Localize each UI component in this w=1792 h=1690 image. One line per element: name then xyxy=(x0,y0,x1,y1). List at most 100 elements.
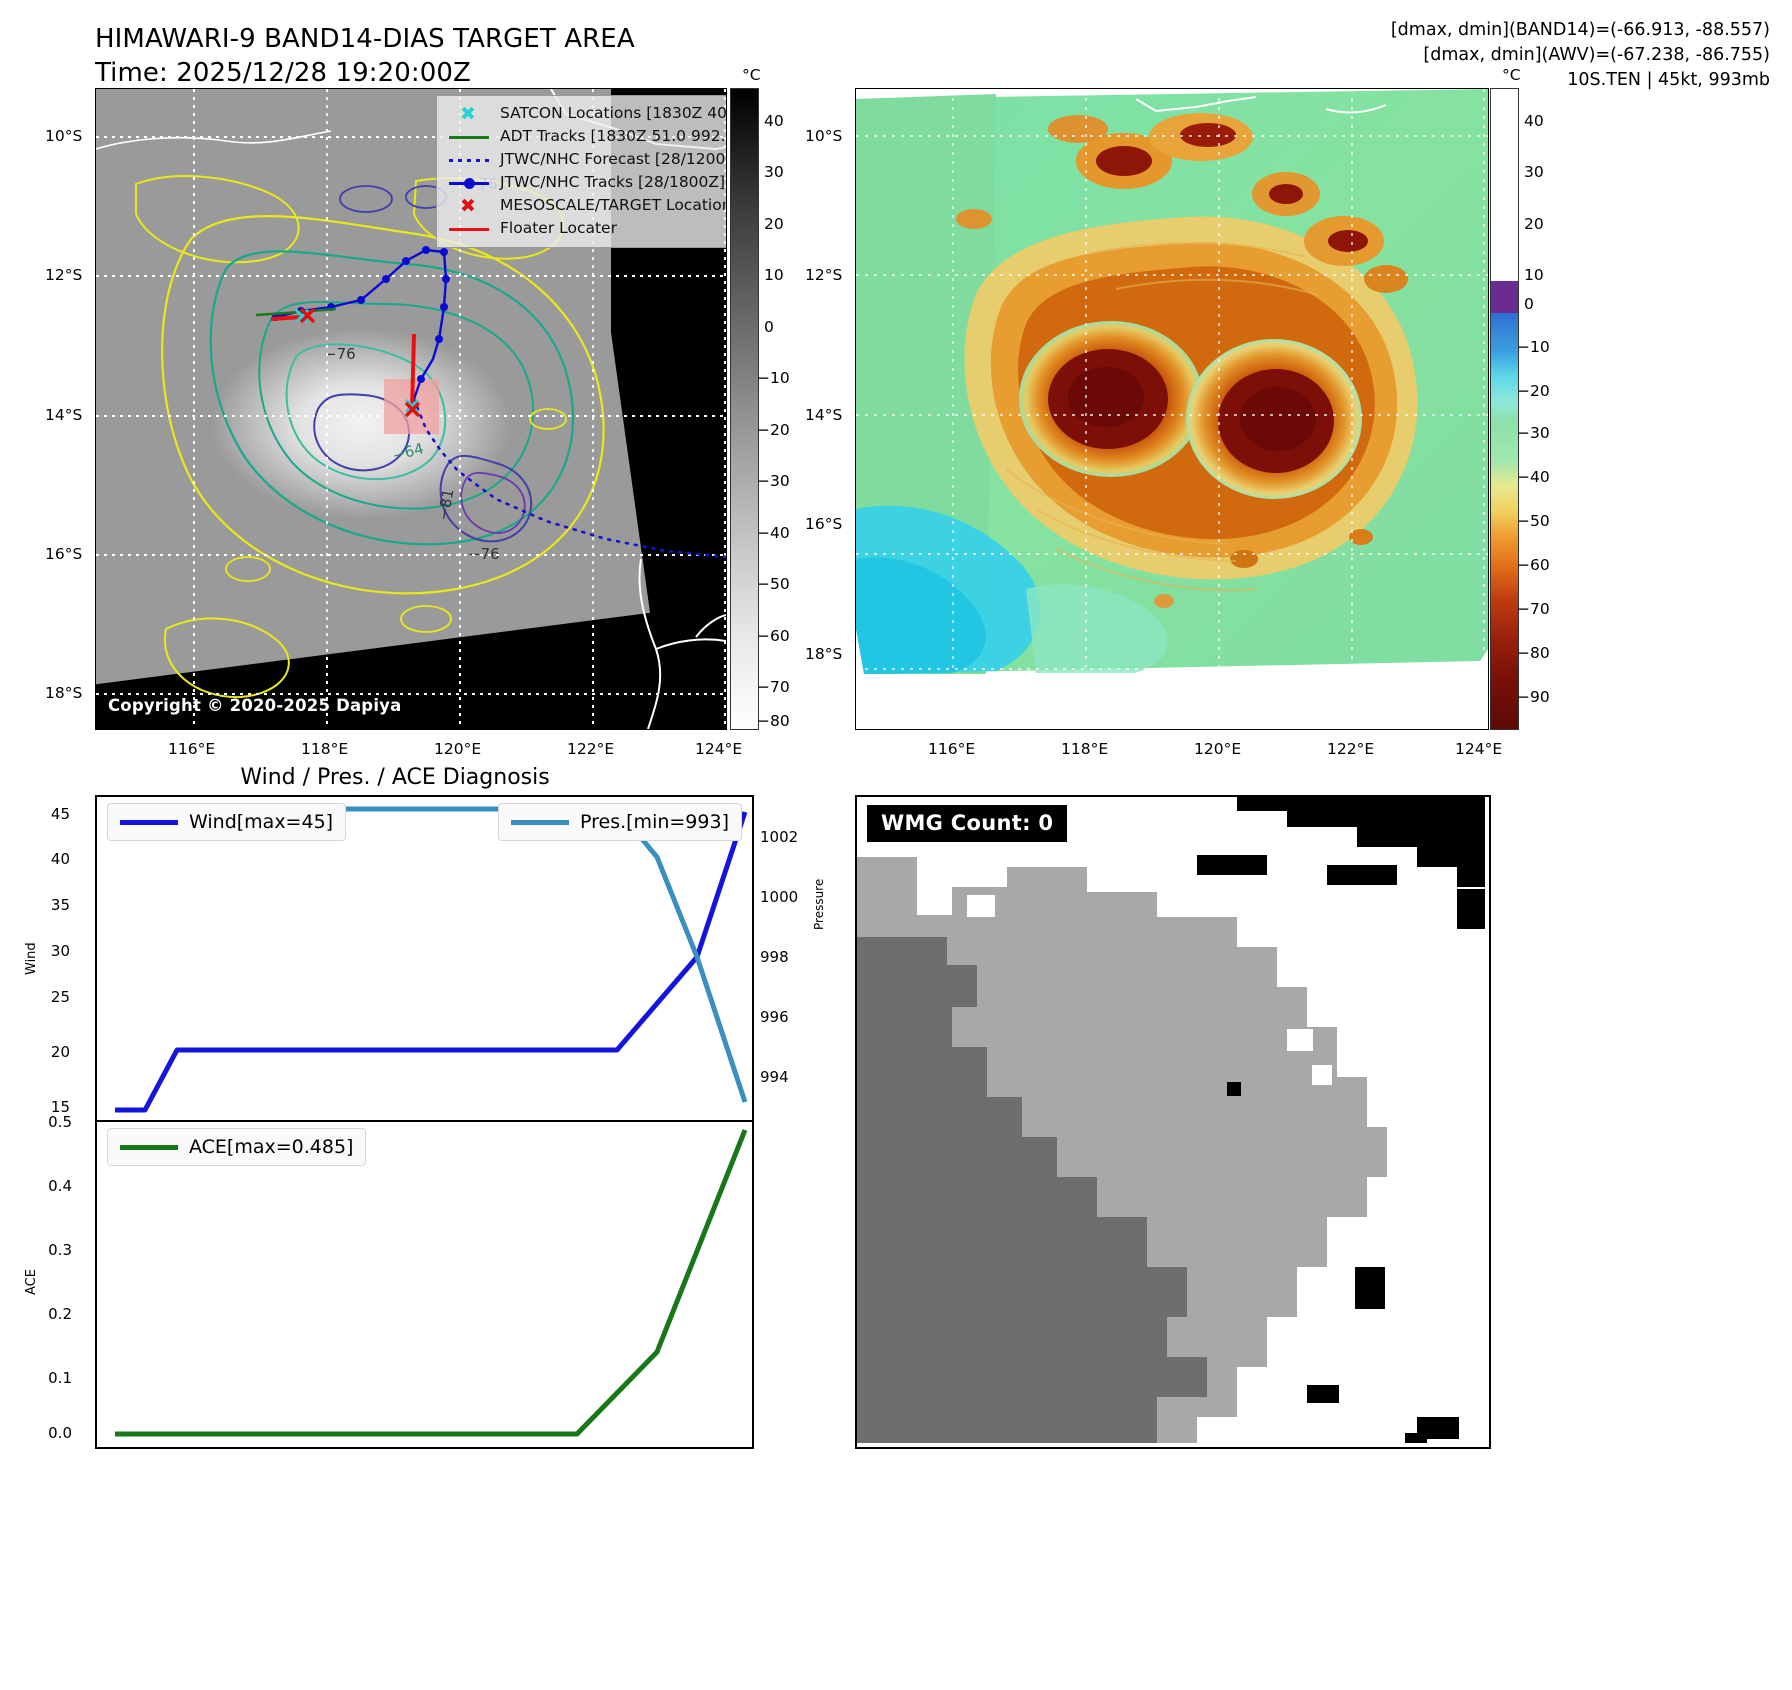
pressure-ytick: 994 xyxy=(760,1068,789,1086)
awv-cbar-tick: −20 xyxy=(1517,382,1550,400)
legend-label: ADT Tracks [1830Z 51.0 992.7] xyxy=(500,126,727,145)
awv-cbar-tick: −30 xyxy=(1517,424,1550,442)
ir-gridline-lon xyxy=(459,89,461,729)
pressure-axis-label: Pressure xyxy=(812,878,826,930)
legend-label: MESOSCALE/TARGET Location xyxy=(500,195,727,214)
svg-text:−76: −76 xyxy=(324,345,356,363)
dotted-line-icon xyxy=(446,150,492,170)
legend-row-adt: ADT Tracks [1830Z 51.0 992.7] xyxy=(446,125,727,148)
ir-gridline-lat xyxy=(96,554,726,556)
awv-cbar-tick: 30 xyxy=(1524,163,1544,181)
ir-xlabel-120e: 120°E xyxy=(434,740,482,758)
stat-awv: [dmax, dmin](AWV)=(-67.238, -86.755) xyxy=(1423,44,1770,65)
ir-colorbar-unit: °C xyxy=(742,66,761,84)
ace-legend[interactable]: ACE[max=0.485] xyxy=(107,1128,367,1166)
legend-label: SATCON Locations [1830Z 40 997] xyxy=(500,103,727,122)
wmg-count-badge: WMG Count: 0 xyxy=(867,805,1068,842)
ir-cbar-tick: −50 xyxy=(757,575,790,593)
storm-info: 10S.TEN | 45kt, 993mb xyxy=(1567,69,1770,90)
ir-gridline-lon xyxy=(724,89,726,729)
ir-cbar-tick: −80 xyxy=(757,712,790,730)
awv-cbar-tick: −90 xyxy=(1517,688,1550,706)
ir-cbar-tick: −20 xyxy=(757,421,790,439)
awv-cbar-tick: −80 xyxy=(1517,644,1550,662)
stat-band14: [dmax, dmin](BAND14)=(-66.913, -88.557) xyxy=(1390,20,1770,40)
wind-axis-label: Wind xyxy=(24,942,39,975)
ir-gridline-lon xyxy=(326,89,328,729)
ace-line-icon xyxy=(120,1144,178,1150)
awv-cbar-tick: 10 xyxy=(1524,266,1544,284)
legend-row-tracks: JTWC/NHC Tracks [28/1800Z] xyxy=(446,171,726,194)
awv-cbar-tick: −50 xyxy=(1517,512,1550,530)
ir-ylabel-12s: 12°S xyxy=(45,266,83,284)
awv-xlabel-122e: 122°E xyxy=(1327,740,1375,758)
line-icon xyxy=(446,127,492,147)
storm-track-overlay xyxy=(255,246,726,559)
wind-pressure-chart[interactable]: Wind[max=45] Pres.[min=993] xyxy=(95,795,754,1124)
wind-ytick: 45 xyxy=(50,805,70,823)
awv-xlabel-116e: 116°E xyxy=(928,740,976,758)
wind-ytick: 35 xyxy=(50,896,70,914)
wind-ytick: 40 xyxy=(50,850,70,868)
line-icon xyxy=(446,219,492,239)
wmg-map[interactable]: WMG Count: 0 xyxy=(855,795,1491,1449)
ir-xlabel-118e: 118°E xyxy=(301,740,349,758)
awv-cbar-tick: 40 xyxy=(1524,112,1544,130)
product-title: HIMAWARI-9 BAND14-DIAS TARGET AREA xyxy=(95,24,635,54)
ir-ylabel-18s: 18°S xyxy=(45,684,83,702)
observation-time: Time: 2025/12/28 19:20:00Z xyxy=(95,58,471,89)
ir-satellite-image[interactable]: −76 −76 −81 −64 −76 xyxy=(95,88,727,730)
ace-ytick: 0.2 xyxy=(48,1305,72,1323)
x-marker-icon: ✖ xyxy=(460,102,476,125)
wind-ytick: 30 xyxy=(50,942,70,960)
pressure-ytick: 1000 xyxy=(760,888,799,906)
wind-pressure-plot xyxy=(115,806,748,1113)
ir-cbar-tick: 20 xyxy=(764,215,784,233)
ir-colorbar xyxy=(730,88,759,730)
awv-ylabel-10s: 10°S xyxy=(805,127,843,145)
ir-cbar-tick: −30 xyxy=(757,472,790,490)
wind-legend[interactable]: Wind[max=45] xyxy=(107,803,347,841)
wind-ytick: 20 xyxy=(50,1043,70,1061)
awv-cbar-tick: −70 xyxy=(1517,600,1550,618)
awv-cbar-tick: 0 xyxy=(1524,295,1534,313)
awv-enhanced-field xyxy=(856,89,1488,674)
pressure-ytick: 996 xyxy=(760,1008,789,1026)
legend-label: Floater Locater xyxy=(500,218,617,237)
ir-cbar-tick: −60 xyxy=(757,627,790,645)
header-stats: [dmax, dmin](BAND14)=(-66.913, -88.557) … xyxy=(1391,18,1770,93)
svg-text:−81: −81 xyxy=(434,487,457,521)
wmg-raster xyxy=(857,797,1485,1443)
awv-ylabel-12s: 12°S xyxy=(805,266,843,284)
copyright-notice: Copyright © 2020-2025 Dapiya xyxy=(108,696,402,715)
pressure-ytick: 998 xyxy=(760,948,789,966)
ir-cbar-tick: 10 xyxy=(764,266,784,284)
awv-colorbar-unit: °C xyxy=(1502,66,1521,84)
wind-line-icon xyxy=(120,819,178,825)
legend-label: JTWC/NHC Forecast [28/1200Z] xyxy=(500,149,727,168)
pressure-ytick: 1002 xyxy=(760,828,799,846)
awv-satellite-image[interactable] xyxy=(855,88,1489,730)
ir-cbar-tick: −40 xyxy=(757,524,790,542)
wind-ytick: 25 xyxy=(50,988,70,1006)
ace-ytick: 0.1 xyxy=(48,1369,72,1387)
ir-gridline-lon xyxy=(592,89,594,729)
awv-ylabel-16s: 16°S xyxy=(805,515,843,533)
wind-ytick: 15 xyxy=(50,1098,70,1116)
legend-row-satcon: ✖ SATCON Locations [1830Z 40 997] xyxy=(446,102,727,125)
ace-axis-label: ACE xyxy=(24,1269,39,1295)
ir-legend[interactable]: ✖ SATCON Locations [1830Z 40 997] ADT Tr… xyxy=(436,95,727,248)
ir-cbar-tick: −70 xyxy=(757,678,790,696)
awv-cbar-tick: 20 xyxy=(1524,215,1544,233)
ace-chart[interactable]: ACE[max=0.485] xyxy=(95,1120,754,1449)
ir-xlabel-124e: 124°E xyxy=(695,740,743,758)
ace-ytick: 0.4 xyxy=(48,1177,72,1195)
ir-gridline-lat xyxy=(96,275,726,277)
awv-xlabel-120e: 120°E xyxy=(1194,740,1242,758)
ir-ylabel-14s: 14°S xyxy=(45,406,83,424)
pressure-legend[interactable]: Pres.[min=993] xyxy=(498,803,742,841)
ir-ylabel-16s: 16°S xyxy=(45,545,83,563)
pressure-legend-label: Pres.[min=993] xyxy=(580,811,729,833)
ace-plot xyxy=(115,1129,748,1437)
page-title: HIMAWARI-9 BAND14-DIAS TARGET AREA Time:… xyxy=(95,22,635,91)
